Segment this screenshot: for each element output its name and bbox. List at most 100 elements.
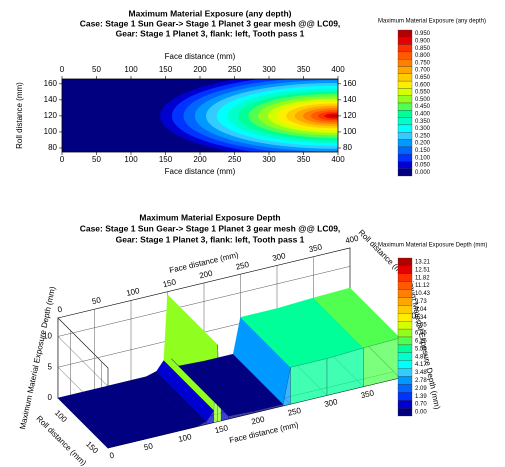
contour-band (330, 114, 338, 118)
legend-swatch (397, 281, 413, 290)
legend-label: 0.350 (415, 119, 431, 125)
legend-swatch (397, 265, 413, 274)
x-tick-label: 150 (159, 155, 173, 164)
legend-label: 7.65 (415, 323, 427, 329)
x-tick-label: 150 (214, 423, 230, 435)
x-tick-label: 150 (159, 65, 173, 74)
legend-label: 6.95 (415, 331, 427, 337)
legend-swatch (397, 313, 413, 322)
grid-line (57, 266, 351, 337)
legend-swatch (397, 95, 413, 104)
y-tick-label: 120 (44, 111, 58, 120)
z-tick-label: 5 (48, 362, 53, 371)
legend-label: 9.04 (415, 307, 427, 313)
x-tick-label: 300 (323, 397, 339, 409)
legend-label: 0.550 (415, 90, 431, 96)
grid-line (57, 336, 109, 387)
legend-swatch (397, 51, 413, 60)
z-axis-title: Maximum Material Exposure Depth (mm) (18, 285, 57, 430)
legend-label: 2.09 (415, 386, 427, 392)
x-tick-label: 0 (109, 451, 116, 461)
legend-label: 0.950 (415, 31, 431, 37)
legend-swatch (397, 273, 413, 282)
x-tick-label: 350 (308, 242, 324, 254)
x-tick-label: 250 (228, 155, 242, 164)
legend-label: 0.800 (415, 53, 431, 59)
x-tick-label: 250 (287, 406, 303, 418)
x-tick-label: 200 (198, 269, 214, 281)
x-tick-label: 250 (228, 65, 242, 74)
legend-swatch (397, 336, 413, 346)
legend-label: 0.100 (415, 155, 431, 161)
legend-label: 0.900 (415, 39, 431, 45)
x-tick-label: 100 (177, 432, 193, 444)
y-tick-label: 100 (44, 127, 58, 136)
legend-swatch (397, 88, 413, 96)
legend-swatch (397, 257, 413, 267)
z-tick-label: 10 (43, 332, 52, 341)
legend-swatch (397, 29, 413, 38)
legend-label: 0.400 (415, 112, 431, 118)
legend-label: 5.56 (415, 346, 427, 352)
x-axis-title: Face distance (mm) (165, 52, 236, 61)
x-axis-title: Face distance (mm) (165, 167, 236, 176)
legend-label: 0.650 (415, 75, 431, 81)
legend-swatch (397, 289, 413, 298)
legend-swatch (397, 368, 413, 377)
z-tick-label: 0 (48, 393, 53, 402)
x-tick-label: 400 (331, 65, 345, 74)
y-tick-label: 80 (48, 143, 57, 152)
x-tick-label: 50 (92, 65, 101, 74)
y-tick-label: 100 (343, 127, 357, 136)
x-tick-label: 200 (193, 65, 207, 74)
x-tick-label: 350 (297, 65, 311, 74)
x-tick-label: 400 (344, 234, 360, 246)
x-tick-label: 300 (262, 155, 276, 164)
x-tick-label: 0 (60, 155, 65, 164)
y-tick-label: 80 (343, 143, 352, 152)
y-tick-label: 150 (84, 440, 100, 456)
legend-swatch (397, 161, 413, 169)
legend-label: 0.700 (415, 68, 431, 74)
legend-label: 0.200 (415, 141, 431, 147)
legend-label: 13.21 (415, 260, 431, 266)
y-tick-label: 100 (53, 408, 69, 424)
y-tick-label: 120 (343, 111, 357, 120)
x-tick-label: 100 (124, 155, 138, 164)
x-tick-label: 350 (360, 388, 376, 400)
legend-label: 0.450 (415, 104, 431, 110)
legend-label: 0.750 (415, 60, 431, 66)
chart-title: Maximum Material Exposure (any depth) (129, 8, 292, 18)
y-tick-label: 140 (343, 95, 357, 104)
x-tick-label: 200 (250, 415, 266, 427)
x-tick-label: 300 (271, 251, 287, 263)
legend-swatch (397, 102, 413, 111)
chart-subtitle: Gear: Stage 1 Planet 3, flank: left, Too… (116, 234, 305, 244)
legend-swatch (397, 153, 413, 162)
legend-label: 0.000 (415, 170, 431, 176)
legend-swatch (397, 384, 413, 393)
legend-label: 3.48 (415, 370, 427, 376)
legend-label: 0.250 (415, 133, 431, 139)
legend-label: 0.70 (415, 402, 427, 408)
legend-swatch (397, 407, 413, 417)
legend-swatch (397, 146, 413, 155)
legend-label: 4.87 (415, 354, 427, 360)
legend-label: 4.17 (415, 362, 427, 368)
legend-label: 0.050 (415, 163, 431, 169)
legend-swatch (397, 392, 413, 401)
legend-label: 10.43 (415, 291, 431, 297)
legend-label: 11.82 (415, 275, 430, 281)
x-axis-title: Face distance (mm) (228, 420, 299, 445)
legend-swatch (397, 376, 413, 385)
legend-title: Maximum Material Exposure (any depth) (378, 19, 486, 25)
legend-swatch (397, 80, 413, 89)
y-tick-label: 140 (44, 95, 58, 104)
x-tick-label: 150 (162, 277, 178, 289)
x-tick-label: 0 (60, 65, 65, 74)
legend-label: 1.39 (415, 394, 427, 400)
contour-area (62, 79, 338, 152)
x-tick-label: 100 (124, 65, 138, 74)
legend-swatch (397, 297, 413, 306)
